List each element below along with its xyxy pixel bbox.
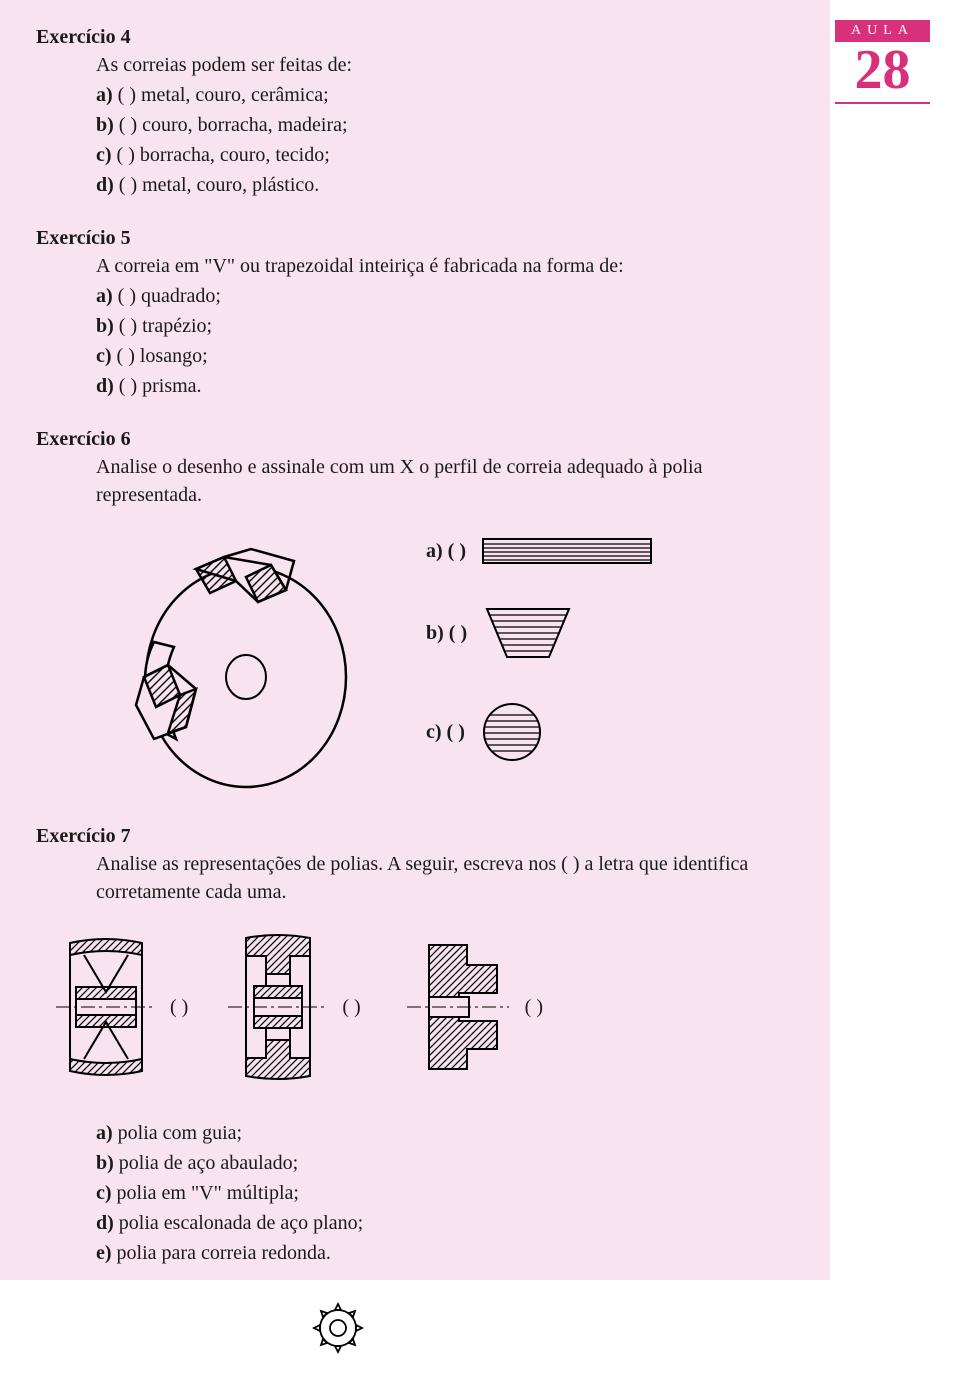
ex6-opt-b: b) ( ) — [426, 605, 652, 661]
exercise-5: Exercício 5 A correia em "V" ou trapezoi… — [36, 227, 806, 400]
ex5-stem: A correia em "V" ou trapezoidal inteiriç… — [96, 252, 806, 280]
ex6-opt-c: c) ( ) — [426, 701, 652, 763]
ex7-title: Exercício 7 — [36, 825, 806, 848]
ex5-opt-b: b) ( ) trapézio; — [96, 312, 806, 340]
ex4-opt-c: c) ( ) borracha, couro, tecido; — [96, 141, 806, 169]
ex4-opt-a: a) ( ) metal, couro, cerâmica; — [96, 81, 806, 109]
aula-badge: AULA 28 — [835, 20, 930, 104]
ex7-figures: ( ) — [56, 932, 806, 1082]
pulley-section-3-icon — [401, 937, 511, 1077]
ex4-title: Exercício 4 — [36, 26, 806, 49]
ex6-body: Analise o desenho e assinale com um X o … — [36, 453, 806, 797]
ex7-key-e: e) polia para correia redonda. — [96, 1238, 806, 1268]
ex7-item-1: ( ) — [56, 937, 188, 1077]
aula-number: 28 — [835, 42, 930, 104]
ex4-opt-b: b) ( ) couro, borracha, madeira; — [96, 111, 806, 139]
ex7-item-2: ( ) — [228, 932, 360, 1082]
ex4-stem: As correias podem ser feitas de: — [96, 51, 806, 79]
ex7-key-c: c) polia em "V" múltipla; — [96, 1178, 806, 1208]
belt-round-icon — [481, 701, 543, 763]
ex7-blank-1: ( ) — [170, 996, 188, 1019]
ex5-opt-a: a) ( ) quadrado; — [96, 282, 806, 310]
ex5-opt-c: c) ( ) losango; — [96, 342, 806, 370]
ex7-key: a) polia com guia; b) polia de aço abaul… — [36, 1118, 806, 1268]
ex7-body: Analise as representações de polias. A s… — [36, 850, 806, 906]
exercise-7: Exercício 7 Analise as representações de… — [36, 825, 806, 1268]
ex6-figures: a) ( ) b) ( ) — [96, 527, 806, 797]
ex5-title: Exercício 5 — [36, 227, 806, 250]
ex7-stem: Analise as representações de polias. A s… — [96, 850, 806, 906]
ex7-item-3: ( ) — [401, 937, 543, 1077]
content: Exercício 4 As correias podem ser feitas… — [36, 26, 806, 1296]
ex7-key-d: d) polia escalonada de aço plano; — [96, 1208, 806, 1238]
exercise-4: Exercício 4 As correias podem ser feitas… — [36, 26, 806, 199]
ex5-body: A correia em "V" ou trapezoidal inteiriç… — [36, 252, 806, 400]
pulley-isometric-icon — [96, 527, 356, 797]
pulley-section-2-icon — [228, 932, 328, 1082]
pulley-section-1-icon — [56, 937, 156, 1077]
ex6-opt-a: a) ( ) — [426, 537, 652, 565]
ex4-body: As correias podem ser feitas de: a) ( ) … — [36, 51, 806, 199]
ex7-blank-3: ( ) — [525, 996, 543, 1019]
ex7-key-b: b) polia de aço abaulado; — [96, 1148, 806, 1178]
ex6-stem: Analise o desenho e assinale com um X o … — [96, 453, 806, 509]
belt-flat-icon — [482, 538, 652, 564]
belt-trapezoid-icon — [483, 605, 573, 661]
gear-icon — [310, 1300, 366, 1356]
ex7-key-a: a) polia com guia; — [96, 1118, 806, 1148]
ex4-opt-d: d) ( ) metal, couro, plástico. — [96, 171, 806, 199]
exercise-6: Exercício 6 Analise o desenho e assinale… — [36, 428, 806, 797]
ex5-opt-d: d) ( ) prisma. — [96, 372, 806, 400]
ex7-blank-2: ( ) — [342, 996, 360, 1019]
ex6-options: a) ( ) b) ( ) — [426, 527, 652, 763]
ex6-title: Exercício 6 — [36, 428, 806, 451]
